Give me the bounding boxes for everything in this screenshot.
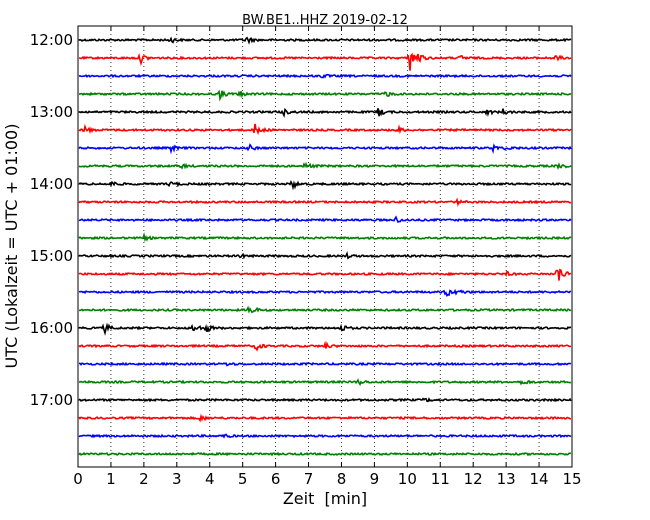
x-tick-label: 1 (106, 470, 116, 488)
y-tick-label: 14:00 (30, 175, 73, 193)
trace-1415 (78, 197, 572, 207)
x-tick-label: 2 (139, 470, 149, 488)
plot-frame (77, 25, 573, 468)
trace-1600 (78, 322, 572, 336)
trace-1200 (78, 36, 572, 45)
x-tick-label: 6 (271, 470, 281, 488)
trace-1300 (78, 107, 572, 118)
x-tick-label: 15 (562, 470, 581, 488)
trace-1230 (78, 73, 572, 79)
trace-1315 (78, 123, 572, 136)
trace-1330 (78, 143, 572, 155)
trace-1215 (78, 52, 572, 71)
trace-1515 (78, 268, 572, 281)
y-tick-label: 16:00 (30, 319, 73, 337)
x-tick-label: 10 (398, 470, 417, 488)
x-tick-label: 4 (205, 470, 215, 488)
y-axis-label: UTC (Lokalzeit = UTC + 01:00) (2, 124, 21, 369)
x-axis-ticks: 0 1 2 3 4 5 6 7 8 9 10 11 12 13 14 15 (73, 26, 582, 488)
x-tick-label: 9 (370, 470, 380, 488)
x-tick-label: 8 (337, 470, 347, 488)
x-tick-label: 13 (497, 470, 516, 488)
trace-1400 (78, 180, 572, 191)
trace-1345 (78, 161, 572, 170)
x-tick-label: 0 (73, 470, 83, 488)
x-tick-label: 11 (431, 470, 450, 488)
x-tick-label: 12 (464, 470, 483, 488)
y-tick-label: 12:00 (30, 31, 73, 49)
trace-1615 (78, 340, 572, 352)
trace-1745 (78, 451, 572, 457)
x-tick-label: 5 (238, 470, 248, 488)
trace-1715 (78, 413, 572, 423)
x-tick-label: 14 (530, 470, 549, 488)
trace-1430 (78, 215, 572, 223)
trace-1445 (78, 232, 572, 243)
y-tick-label: 15:00 (30, 247, 73, 265)
trace-1530 (78, 288, 572, 298)
seismic-traces (78, 36, 572, 457)
x-axis-label: Zeit [min] (283, 489, 367, 508)
y-tick-label: 13:00 (30, 103, 73, 121)
trace-1730 (78, 433, 572, 439)
trace-1700 (78, 397, 572, 403)
trace-1645 (78, 378, 572, 386)
y-tick-label: 17:00 (30, 391, 73, 409)
x-tick-label: 7 (304, 470, 314, 488)
chart-title: BW.BE1..HHZ 2019-02-12 (242, 13, 408, 28)
trace-1630 (78, 361, 572, 367)
trace-1545 (78, 305, 572, 314)
trace-1500 (78, 251, 572, 260)
y-axis-ticks: 12:00 13:00 14:00 15:00 16:00 17:00 (30, 31, 83, 409)
x-tick-label: 3 (172, 470, 182, 488)
grid-lines (110, 26, 540, 467)
trace-1245 (78, 89, 572, 102)
